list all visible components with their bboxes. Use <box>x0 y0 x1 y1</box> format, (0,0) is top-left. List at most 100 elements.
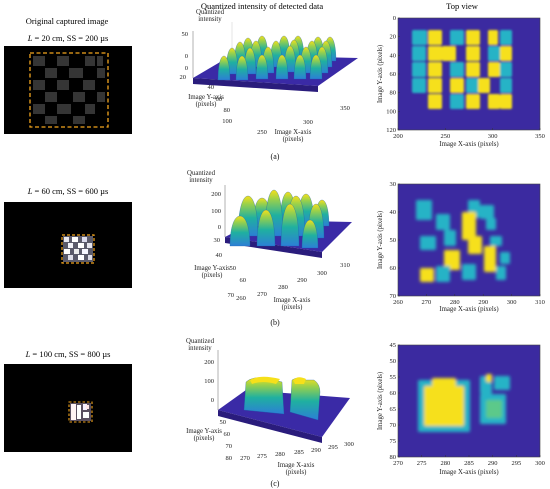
ytick-a: 80 <box>224 107 231 114</box>
ztick-b: 200 <box>211 191 221 198</box>
top-ytick: 55 <box>390 374 397 381</box>
xtick-c: 270 <box>240 455 250 462</box>
surface-peak <box>280 203 300 247</box>
intensity-block <box>490 236 502 246</box>
top-xtick: 280 <box>440 460 450 467</box>
xtick-c: 285 <box>294 449 304 456</box>
top-xtick: 200 <box>393 133 403 140</box>
surface-plot-b: Quantized intensity 200 100 0 30 40 50 6… <box>187 170 352 311</box>
roi-box-b <box>61 234 95 264</box>
zlabel-c-1: Quantized <box>186 338 215 345</box>
top-xtick: 300 <box>488 133 498 140</box>
intensity-block <box>466 94 480 109</box>
zlabel-c-2: intensity <box>188 345 212 352</box>
ztick-c: 0 <box>211 397 214 404</box>
surface-peak <box>293 54 307 80</box>
xtick-c: 300 <box>344 441 354 448</box>
blocks-a <box>412 30 512 109</box>
condition-b: L = 60 cm, SS = 600 µs <box>27 186 109 196</box>
top-xlabel-c: Image X-axis (pixels) <box>439 469 498 476</box>
intensity-block <box>494 376 510 390</box>
top-ytick: 40 <box>390 209 397 216</box>
intensity-block <box>486 218 496 230</box>
ytick-b: 60 <box>240 277 247 284</box>
intensity-block <box>500 46 512 61</box>
header-original: Original captured image <box>26 16 109 26</box>
ylabel-b-1: Image Y-axis <box>194 265 230 272</box>
top-ytick: 50 <box>390 237 397 244</box>
intensity-block <box>488 94 500 109</box>
top-ylabel-a: Image Y-axis (pixels) <box>377 45 384 103</box>
topview-b: 260 270 280 290 300 310 30 40 50 60 70 Image X-axi… <box>377 181 545 313</box>
peaks-a <box>217 35 337 81</box>
surface-peak <box>235 55 249 81</box>
xlabel-b-1: Image X-axis <box>274 297 311 304</box>
ytick-a: 40 <box>208 84 215 91</box>
label-c: (c) <box>271 479 280 488</box>
ylabel-a-2: (pixels) <box>196 101 217 108</box>
zlabel-a-1: Quantized <box>196 9 225 16</box>
row-c: L = 100 cm, SS = 800 µs Quantized intens… <box>4 338 545 488</box>
ytick-a: 60 <box>216 96 223 103</box>
bright-pattern-b <box>63 236 93 262</box>
condition-c: L = 100 cm, SS = 800 µs <box>25 349 111 359</box>
intensity-block <box>450 94 464 109</box>
surface-peak <box>275 54 289 80</box>
xtick-c: 280 <box>275 451 285 458</box>
row-b: L = 60 cm, SS = 600 µs Quantized intensi… <box>4 170 545 327</box>
ztick-b: 100 <box>211 208 221 215</box>
xtick-b: 310 <box>340 262 350 269</box>
ytick-b: 70 <box>228 292 235 299</box>
intensity-block <box>412 30 427 45</box>
top-xlabel-a: Image X-axis (pixels) <box>439 141 498 148</box>
surface-plot-c: Quantized intensity 200 100 0 50 60 70 8… <box>186 338 354 476</box>
intensity-block <box>500 78 512 93</box>
label-b: (b) <box>270 318 280 327</box>
surface-plateau-top <box>250 376 280 384</box>
top-ytick: 100 <box>386 108 396 115</box>
blocks-b <box>416 200 510 282</box>
intensity-block <box>412 62 426 77</box>
intensity-block <box>420 236 436 250</box>
top-ytick: 0 <box>393 15 396 22</box>
ytick-b: 40 <box>216 252 223 259</box>
top-ytick: 75 <box>390 438 397 445</box>
intensity-block <box>486 374 492 382</box>
ytick-c: 80 <box>226 455 233 462</box>
intensity-block <box>412 46 426 61</box>
ytick-a: 0 <box>185 65 188 72</box>
top-xtick: 300 <box>535 460 545 467</box>
ticks-c: 270 275 280 285 290 295 300 45 50 55 60 65 70 75 80 <box>390 342 545 467</box>
top-xtick: 290 <box>478 299 488 306</box>
top-ytick: 80 <box>390 90 397 97</box>
zlabel-b-2: intensity <box>189 177 213 184</box>
xlabel-a-2: (pixels) <box>283 136 304 143</box>
intensity-block <box>488 30 498 45</box>
ztick-a-50: 50 <box>182 31 189 38</box>
intensity-block <box>466 46 480 61</box>
ytick-a: 20 <box>180 74 187 81</box>
top-xtick: 350 <box>535 133 545 140</box>
top-xtick: 290 <box>488 460 498 467</box>
intensity-block <box>450 30 464 45</box>
top-ytick: 40 <box>390 52 397 59</box>
intensity-block <box>488 62 500 77</box>
topview-c: 270 275 280 285 290 295 300 45 50 55 60 65 70 75 80 Im… <box>377 342 545 476</box>
label-a: (a) <box>271 152 280 161</box>
row-a: L = 20 cm, SS = 200 µs Quantized intensi… <box>4 9 545 161</box>
intensity-block <box>450 78 464 93</box>
top-xtick: 275 <box>417 460 427 467</box>
top-ytick: 60 <box>390 265 397 272</box>
xtick-c: 275 <box>257 453 267 460</box>
roi-box-c <box>68 401 93 423</box>
intensity-block <box>500 62 512 77</box>
intensity-block <box>428 46 442 61</box>
xtick-b: 280 <box>278 284 288 291</box>
blocks-c <box>418 374 510 432</box>
top-ytick: 45 <box>390 342 397 349</box>
xlabel-c-2: (pixels) <box>286 469 307 476</box>
intensity-block <box>486 400 502 418</box>
intensity-block <box>444 250 460 270</box>
intensity-block <box>468 236 482 254</box>
xlabel-b-2: (pixels) <box>282 304 303 311</box>
